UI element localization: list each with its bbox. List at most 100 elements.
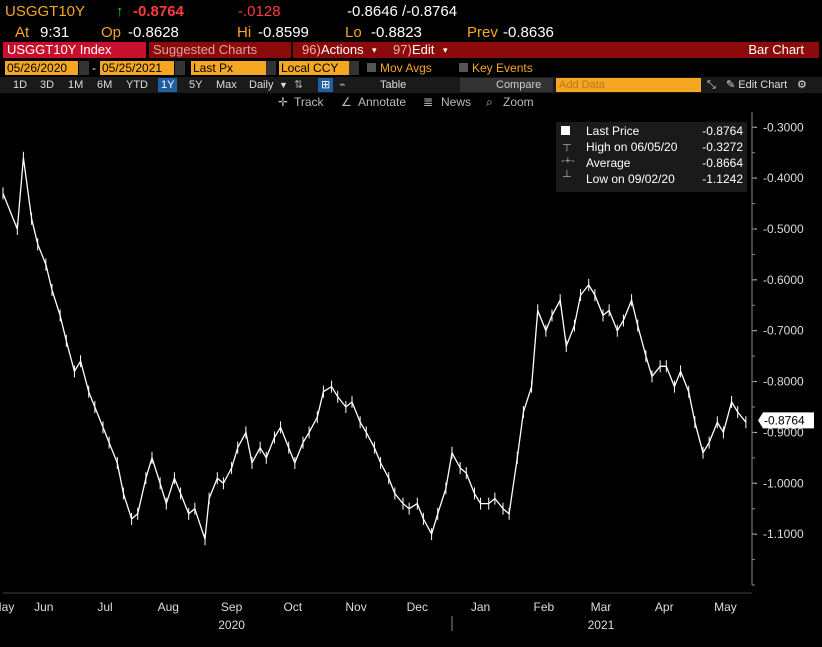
legend-last-price-value: -0.8764 bbox=[702, 124, 743, 138]
mov-avgs-checkbox[interactable] bbox=[367, 63, 376, 72]
x-month-label: Nov bbox=[345, 600, 366, 614]
chart-settings: 05/26/2020 - 05/25/2021 Last Px Local CC… bbox=[0, 60, 822, 77]
y-tick-label: -1.0000 bbox=[763, 476, 804, 490]
bar-style-icon[interactable]: ⊞ bbox=[318, 78, 334, 92]
period-1y[interactable]: 1Y bbox=[158, 78, 178, 92]
edit-chart-label: Edit Chart bbox=[738, 79, 788, 91]
legend-low-label: Low on 09/02/20 bbox=[586, 172, 675, 186]
start-calendar-icon[interactable] bbox=[79, 61, 89, 75]
x-month-label: Jan bbox=[471, 600, 490, 614]
price-change: -.0128 bbox=[238, 3, 281, 20]
bid-ask: -0.8646 /-0.8764 bbox=[347, 3, 458, 20]
price-field-select[interactable]: Last Px bbox=[191, 61, 267, 75]
y-tick-label: -1.1000 bbox=[763, 527, 804, 541]
time-label: At bbox=[15, 24, 30, 41]
chart-style-icon[interactable]: ⇅ bbox=[294, 79, 304, 91]
y-tick-label: -0.5000 bbox=[763, 222, 804, 236]
period-1d[interactable]: 1D bbox=[13, 79, 28, 91]
x-month-label: Oct bbox=[283, 600, 302, 614]
x-month-label: Apr bbox=[655, 600, 674, 614]
legend-average-value: -0.8664 bbox=[702, 156, 743, 170]
quote-time: 9:31 bbox=[40, 24, 70, 41]
end-date-field[interactable]: 05/25/2021 bbox=[100, 61, 174, 75]
zoom-icon[interactable]: ⌕ bbox=[486, 95, 493, 109]
suggested-charts-button[interactable]: Suggested Charts bbox=[149, 42, 291, 58]
last-value-tag bbox=[758, 412, 814, 429]
track-button[interactable]: Track bbox=[294, 95, 324, 109]
legend-last-price-label: Last Price bbox=[586, 124, 640, 138]
x-year-label: 2021 bbox=[588, 618, 615, 632]
x-month-label: Dec bbox=[407, 600, 428, 614]
frequency-select[interactable]: Daily bbox=[249, 79, 274, 91]
annotate-button[interactable]: Annotate bbox=[358, 95, 407, 109]
ohlc-bars bbox=[2, 151, 747, 546]
x-month-label: May bbox=[714, 600, 737, 614]
currency-dropdown-icon[interactable] bbox=[349, 61, 359, 75]
high-label: Hi bbox=[237, 24, 252, 41]
low-marker-icon: ┴ bbox=[563, 171, 571, 183]
y-axis: -0.3000 -0.4000 -0.5000 -0.6000 -0.7000 -0.80… bbox=[751, 112, 814, 586]
x-axis: May Jun Jul Aug Sep Oct Nov Dec Jan Feb Mar Apr May 2… bbox=[0, 592, 752, 632]
end-calendar-icon[interactable] bbox=[175, 61, 185, 75]
period-5y[interactable]: 5Y bbox=[189, 79, 203, 91]
frequency-caret-icon[interactable]: ▼ bbox=[279, 80, 288, 90]
track-icon[interactable]: ✛ bbox=[278, 95, 289, 109]
chart-toolbar: USGGT10Y Index Suggested Charts 96) Acti… bbox=[0, 41, 822, 59]
actions-menu[interactable]: Actions bbox=[321, 42, 364, 57]
high-marker-icon: ┬ bbox=[563, 139, 571, 151]
news-button[interactable]: News bbox=[441, 95, 472, 109]
toolbar-menu-bar bbox=[293, 42, 819, 58]
pencil-icon: ✎ bbox=[726, 79, 739, 91]
open-label: Op bbox=[101, 24, 122, 41]
y-tick-label: -0.3000 bbox=[763, 120, 804, 134]
mov-avgs-label[interactable]: Mov Avgs bbox=[380, 61, 432, 75]
up-arrow-icon: ↑ bbox=[116, 3, 124, 20]
price-field-dropdown-icon[interactable] bbox=[266, 61, 276, 75]
edit-menu[interactable]: Edit bbox=[412, 42, 435, 57]
key-events-checkbox[interactable] bbox=[459, 63, 468, 72]
security-field[interactable]: USGGT10Y Index bbox=[3, 42, 146, 58]
currency-select[interactable]: Local CCY bbox=[279, 61, 349, 75]
annotate-icon[interactable]: ∠ bbox=[341, 95, 352, 109]
x-month-label: May bbox=[0, 600, 14, 614]
news-icon[interactable]: ≣ bbox=[423, 95, 434, 109]
quote-stats: At 9:31 Op -0.8628 Hi -0.8599 Lo -0.8823… bbox=[0, 21, 822, 41]
last-price: -0.8764 bbox=[133, 3, 184, 20]
gear-icon[interactable]: ⚙ bbox=[797, 79, 807, 91]
edit-number: 97) bbox=[393, 42, 412, 57]
x-month-label: Jun bbox=[34, 600, 53, 614]
compare-select[interactable]: Compare bbox=[460, 78, 553, 92]
price-series-line bbox=[2, 157, 747, 540]
y-tick-label: -0.7000 bbox=[763, 324, 804, 338]
x-month-label: Mar bbox=[591, 600, 612, 614]
high-value: -0.8599 bbox=[258, 24, 309, 41]
period-6m[interactable]: 6M bbox=[97, 79, 113, 91]
tools-icon[interactable]: ⤡ bbox=[707, 79, 716, 91]
add-data-input[interactable]: Add Data bbox=[556, 78, 701, 92]
low-label: Lo bbox=[345, 24, 362, 41]
key-events-label[interactable]: Key Events bbox=[472, 61, 533, 75]
last-price-swatch bbox=[561, 126, 570, 135]
period-3d[interactable]: 3D bbox=[40, 79, 55, 91]
edit-caret-icon[interactable]: ▾ bbox=[443, 45, 448, 55]
x-month-label: Feb bbox=[533, 600, 554, 614]
period-ytd[interactable]: YTD bbox=[126, 79, 148, 91]
legend-high-label: High on 06/05/20 bbox=[586, 140, 678, 154]
prev-value: -0.8636 bbox=[503, 24, 554, 41]
start-date-field[interactable]: 05/26/2020 bbox=[5, 61, 78, 75]
low-value: -0.8823 bbox=[371, 24, 422, 41]
last-value-label: -0.8764 bbox=[764, 413, 805, 427]
period-1m[interactable]: 1M bbox=[68, 79, 84, 91]
zoom-button[interactable]: Zoom bbox=[503, 95, 534, 109]
line-style-icon[interactable]: ⌁ bbox=[339, 79, 346, 91]
edit-chart-button[interactable]: ✎ Edit Chart bbox=[726, 78, 787, 92]
legend-average-label: Average bbox=[586, 156, 631, 170]
period-max[interactable]: Max bbox=[216, 79, 237, 91]
ticker-symbol: USGGT10Y bbox=[5, 3, 86, 20]
y-tick-label: -0.9000 bbox=[763, 425, 804, 439]
prev-label: Prev bbox=[467, 24, 498, 41]
table-button[interactable]: Table bbox=[380, 79, 407, 91]
open-value: -0.8628 bbox=[128, 24, 179, 41]
actions-caret-icon[interactable]: ▾ bbox=[372, 45, 377, 55]
